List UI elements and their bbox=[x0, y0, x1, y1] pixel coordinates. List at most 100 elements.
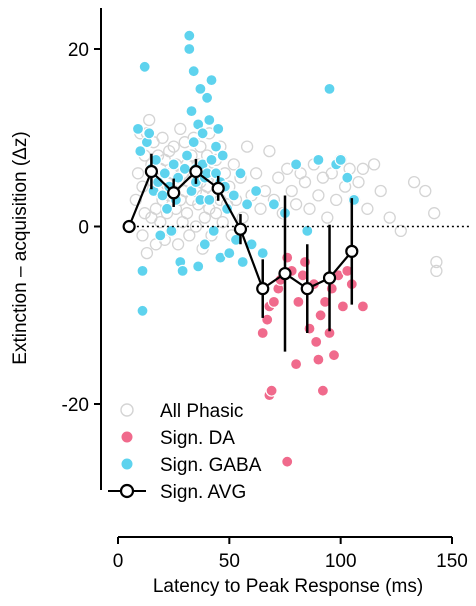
data-point bbox=[178, 162, 191, 175]
axes-layer: 20 0 -20 0 50 100 150 bbox=[62, 8, 468, 572]
legend-item: Sign. AVG bbox=[108, 482, 246, 503]
data-point bbox=[356, 300, 369, 313]
data-point bbox=[256, 326, 269, 340]
data-point bbox=[140, 246, 154, 260]
data-point bbox=[298, 175, 312, 189]
data-point bbox=[209, 140, 223, 153]
data-point bbox=[327, 349, 341, 362]
data-point bbox=[263, 144, 276, 158]
data-point bbox=[209, 207, 223, 220]
average-point bbox=[233, 222, 248, 236]
data-point bbox=[267, 198, 280, 211]
legend-label: All Phasic bbox=[160, 401, 243, 422]
data-point bbox=[236, 211, 249, 224]
data-point bbox=[163, 144, 176, 158]
y-tick-label: 20 bbox=[68, 40, 89, 61]
data-point bbox=[234, 167, 247, 180]
legend-marker bbox=[120, 403, 134, 417]
data-point bbox=[312, 189, 325, 202]
data-point bbox=[290, 158, 303, 171]
data-point bbox=[138, 60, 151, 73]
average-point bbox=[211, 181, 225, 195]
data-point bbox=[261, 313, 274, 326]
average-point bbox=[256, 282, 270, 296]
data-point bbox=[321, 211, 334, 224]
data-point bbox=[428, 207, 441, 220]
average-point bbox=[167, 186, 181, 200]
y-tick-label: -20 bbox=[62, 395, 89, 416]
data-point bbox=[143, 113, 156, 127]
data-point bbox=[292, 295, 305, 308]
data-point bbox=[310, 335, 323, 348]
data-point bbox=[223, 247, 236, 260]
data-point bbox=[265, 384, 278, 397]
data-point bbox=[254, 202, 267, 215]
series-sign-da bbox=[256, 251, 369, 468]
data-point bbox=[281, 251, 294, 264]
data-point bbox=[281, 455, 294, 468]
data-point bbox=[136, 264, 149, 277]
data-point bbox=[430, 264, 443, 278]
data-point bbox=[194, 82, 207, 96]
data-point bbox=[236, 255, 249, 269]
data-point bbox=[198, 238, 211, 251]
x-axis-label: Latency to Peak Response (ms) bbox=[153, 576, 423, 597]
data-point bbox=[323, 82, 336, 96]
data-point bbox=[361, 202, 374, 215]
data-point bbox=[183, 229, 196, 242]
data-point bbox=[240, 140, 254, 153]
average-point bbox=[300, 282, 314, 296]
data-point bbox=[172, 171, 185, 184]
data-point bbox=[180, 149, 194, 162]
data-point bbox=[367, 158, 381, 171]
data-point bbox=[201, 91, 214, 104]
data-point bbox=[160, 202, 174, 215]
average-point bbox=[345, 244, 359, 258]
data-point bbox=[289, 198, 303, 211]
data-point bbox=[154, 215, 167, 229]
data-point bbox=[241, 198, 254, 211]
data-point bbox=[174, 122, 187, 136]
legend: All Phasic Sign. DA Sign. GABA Sign. AVG bbox=[108, 401, 262, 503]
data-point bbox=[272, 171, 285, 184]
data-point bbox=[136, 304, 149, 317]
data-point bbox=[205, 153, 218, 166]
data-point bbox=[419, 184, 432, 198]
data-point bbox=[301, 224, 314, 237]
data-point bbox=[183, 42, 196, 56]
data-point bbox=[267, 295, 280, 308]
data-point bbox=[167, 158, 180, 171]
average-point bbox=[189, 164, 203, 179]
data-point bbox=[430, 255, 443, 269]
data-point bbox=[374, 184, 387, 198]
data-point bbox=[325, 282, 338, 295]
legend-item: All Phasic bbox=[120, 401, 243, 422]
data-point bbox=[341, 171, 354, 184]
y-axis-label: Extinction – acquisition (Δz) bbox=[10, 131, 31, 364]
data-point bbox=[347, 193, 361, 206]
legend-label: Sign. AVG bbox=[160, 482, 246, 503]
data-point bbox=[143, 127, 156, 140]
data-point bbox=[316, 384, 329, 397]
data-point bbox=[336, 300, 349, 313]
data-point bbox=[134, 145, 147, 158]
data-point bbox=[250, 184, 263, 198]
data-point bbox=[187, 65, 200, 78]
data-point bbox=[207, 224, 220, 237]
data-point bbox=[212, 122, 225, 135]
data-point bbox=[249, 167, 263, 180]
x-tick-label: 0 bbox=[113, 551, 124, 572]
data-point bbox=[167, 140, 180, 153]
data-point bbox=[158, 167, 171, 180]
data-point bbox=[312, 153, 325, 166]
data-point bbox=[303, 322, 316, 335]
legend-item: Sign. GABA bbox=[120, 455, 262, 476]
x-tick-label: 100 bbox=[325, 551, 357, 572]
data-point bbox=[314, 309, 327, 322]
data-point bbox=[407, 175, 421, 189]
data-point bbox=[203, 193, 216, 206]
data-point bbox=[383, 211, 396, 224]
data-point bbox=[171, 238, 185, 251]
data-point bbox=[131, 122, 145, 135]
